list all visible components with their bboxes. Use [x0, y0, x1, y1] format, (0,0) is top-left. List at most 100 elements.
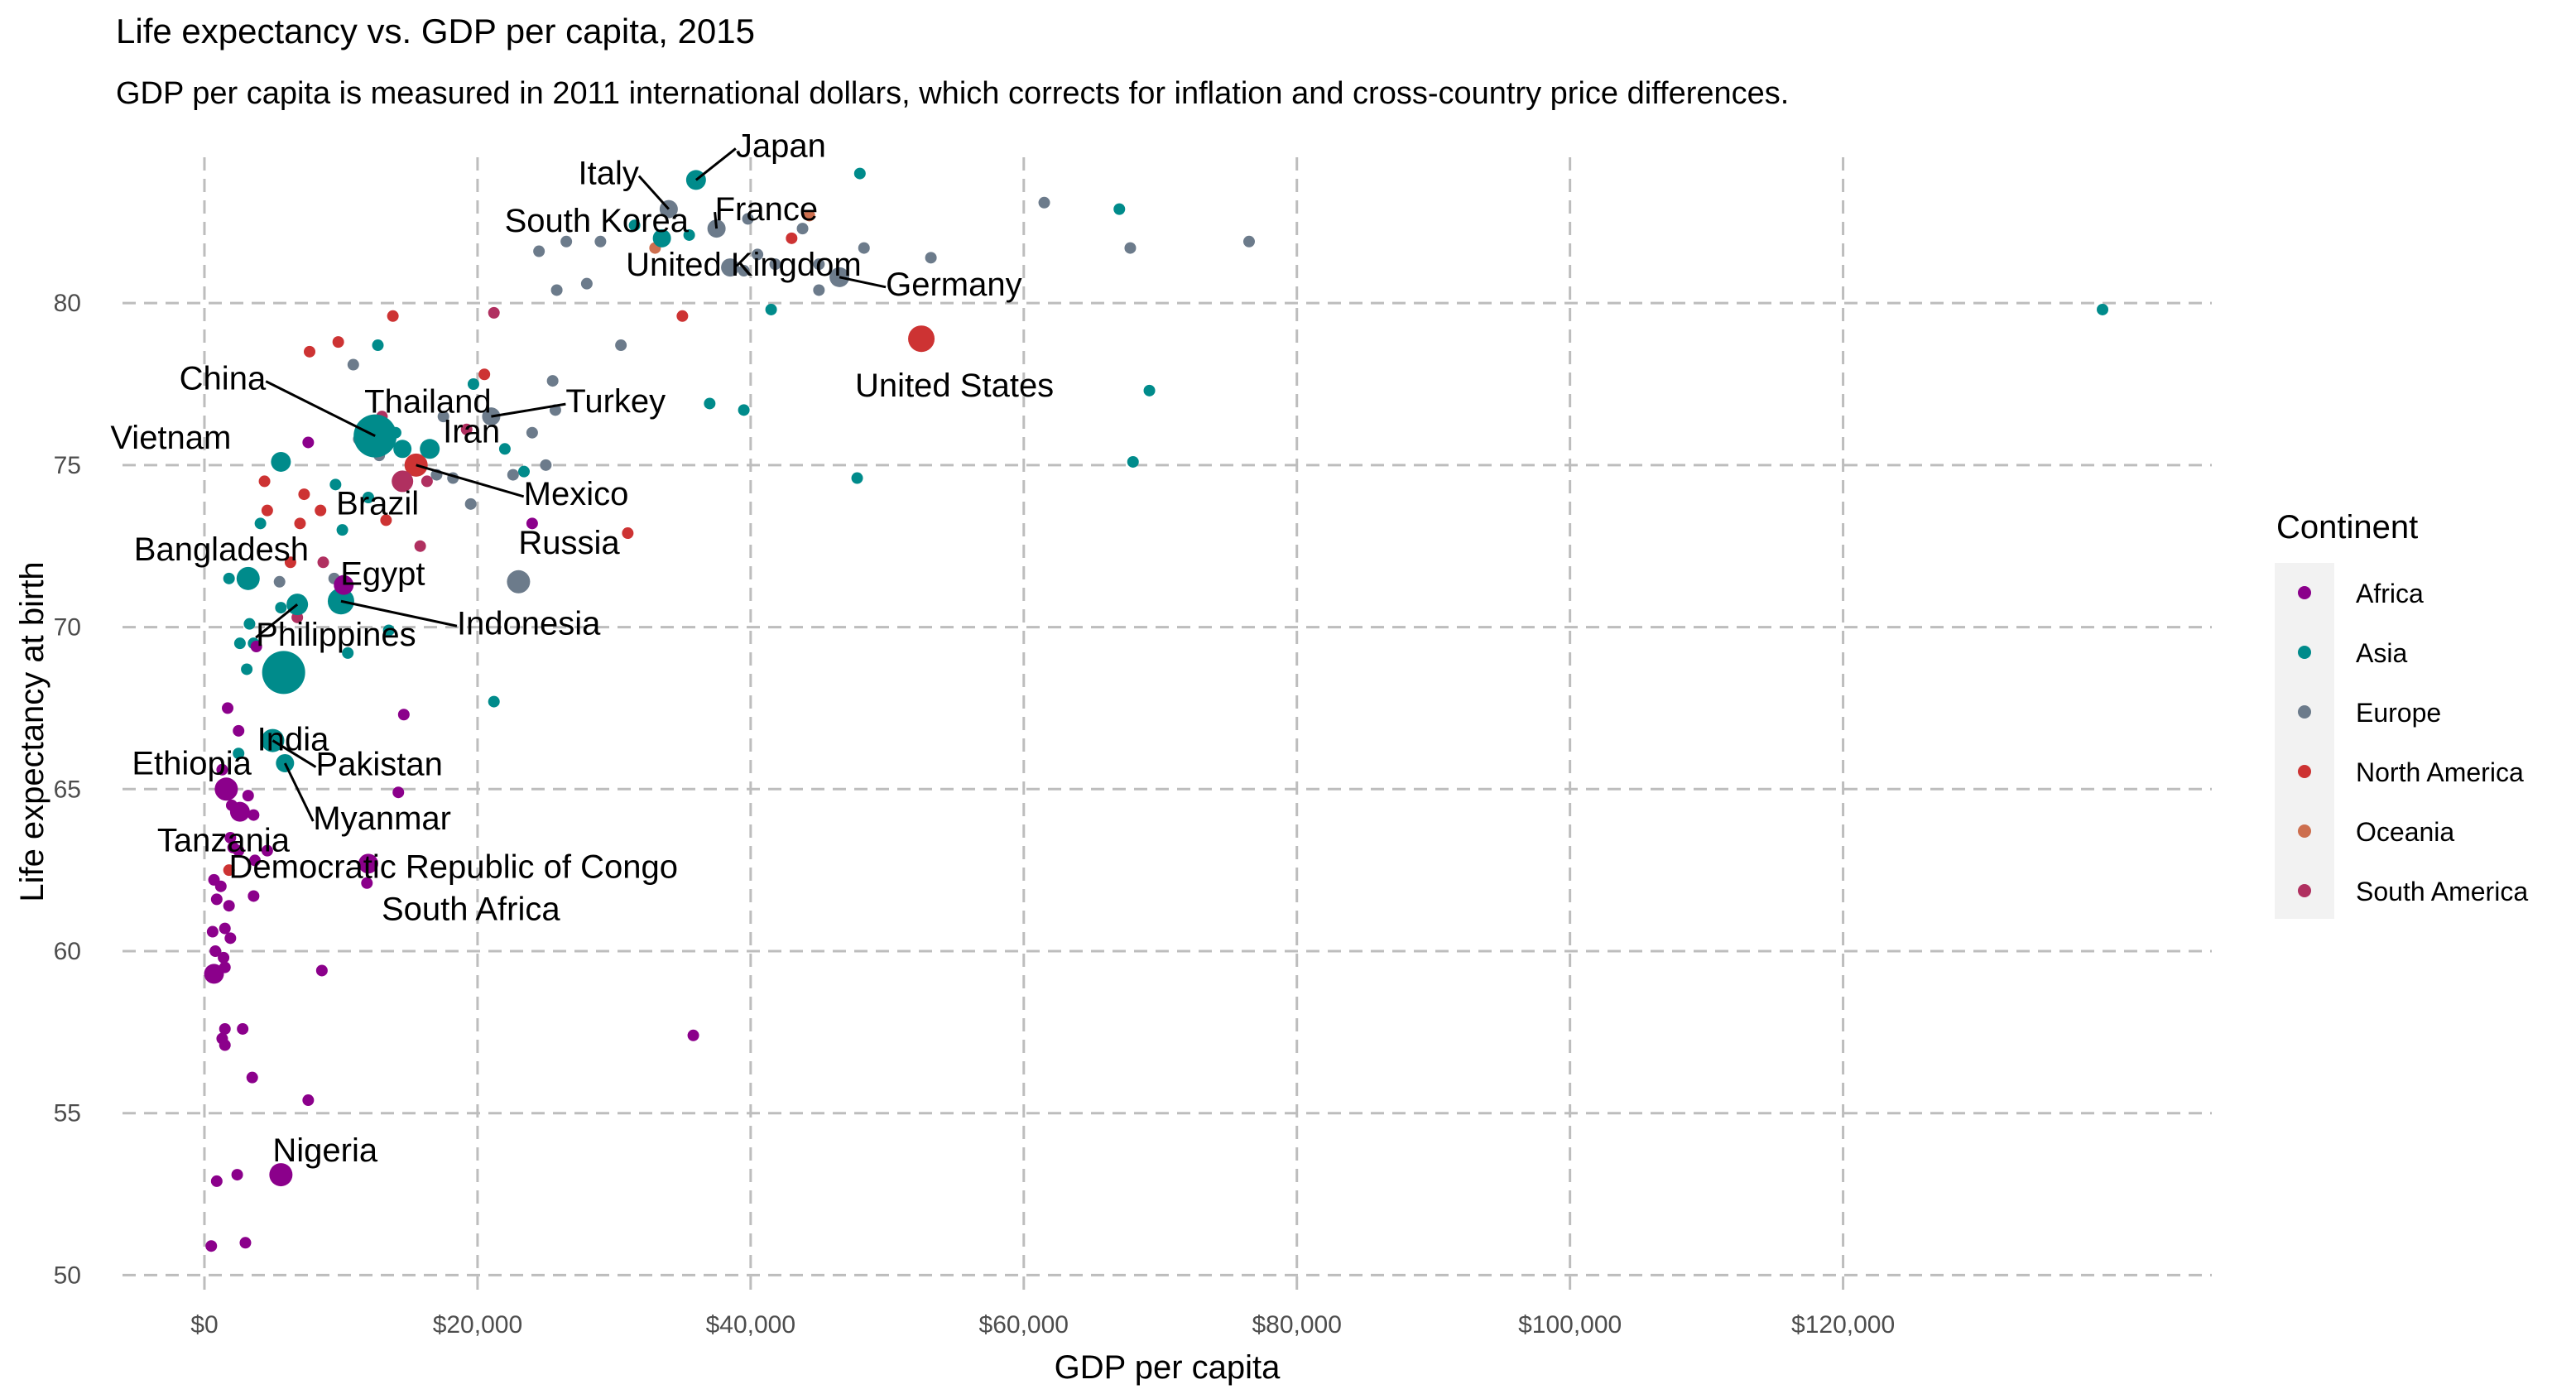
data-point	[315, 504, 327, 517]
label-leader-line	[637, 175, 670, 210]
data-point	[332, 336, 344, 348]
data-point	[546, 375, 559, 387]
data-point	[233, 844, 245, 857]
legend-swatch	[2298, 705, 2311, 719]
data-point	[302, 1094, 315, 1107]
chart-title: Life expectancy vs. GDP per capita, 2015	[116, 12, 755, 50]
data-point-labeled	[334, 574, 354, 595]
data-point	[284, 556, 296, 569]
label-leader-line	[416, 464, 525, 498]
data-point	[925, 252, 937, 264]
data-point	[298, 488, 310, 501]
data-point	[216, 763, 228, 776]
data-point	[742, 213, 754, 225]
data-point	[387, 310, 399, 322]
data-point-labeled	[269, 1163, 293, 1187]
data-point	[1124, 242, 1137, 254]
data-point	[813, 284, 825, 296]
point-label: Russia	[518, 525, 620, 561]
data-point-labeled	[236, 566, 260, 590]
data-point	[533, 245, 545, 257]
data-point	[219, 922, 231, 935]
data-point	[223, 572, 235, 584]
data-point	[1143, 384, 1156, 397]
y-tick-label: 55	[54, 1100, 81, 1127]
data-point	[317, 556, 329, 569]
legend-entry: Asia	[2356, 638, 2407, 668]
data-point	[526, 517, 538, 530]
label-leader-line	[839, 276, 887, 289]
point-label: Brazil	[336, 485, 419, 522]
data-point	[550, 284, 563, 296]
data-point	[243, 618, 256, 630]
data-point	[2097, 303, 2109, 315]
legend-swatch	[2298, 824, 2311, 838]
data-point	[231, 1169, 243, 1181]
point-label: Ethiopia	[132, 745, 252, 781]
data-point	[233, 637, 246, 650]
data-point	[224, 832, 237, 844]
data-point	[205, 1240, 218, 1252]
data-point	[223, 900, 235, 912]
data-point	[302, 436, 315, 449]
data-point	[342, 647, 354, 659]
data-point	[1242, 235, 1255, 248]
data-point	[210, 893, 223, 906]
y-tick-label: 80	[54, 290, 81, 317]
x-tick-label: $80,000	[1252, 1311, 1341, 1339]
label-leader-line	[265, 380, 376, 437]
data-point	[488, 695, 500, 708]
data-point	[233, 724, 245, 737]
data-point	[421, 475, 433, 488]
data-point	[237, 1022, 249, 1035]
data-point	[628, 219, 641, 232]
point-label: Turkey	[565, 383, 666, 420]
label-leader-line	[272, 739, 317, 768]
data-point	[248, 890, 260, 902]
data-point	[380, 514, 392, 526]
data-point	[858, 242, 870, 254]
x-tick-label: $40,000	[706, 1311, 795, 1339]
y-tick-label: 70	[54, 614, 81, 642]
label-leader-line	[694, 147, 737, 181]
data-point	[488, 306, 500, 319]
data-point	[254, 517, 267, 530]
data-point	[687, 1029, 699, 1041]
data-point-labeled	[214, 777, 238, 801]
data-point-labeled	[271, 451, 291, 472]
point-label: Myanmar	[313, 800, 451, 837]
legend: Continent Africa Asia Europe North America O…	[2275, 509, 2528, 919]
y-tick-label: 75	[54, 452, 81, 479]
point-label: Thailand	[364, 383, 491, 420]
grid-lines	[123, 157, 2212, 1291]
legend-swatch	[2298, 586, 2311, 599]
data-point	[239, 1237, 252, 1249]
data-point	[219, 1022, 231, 1035]
y-axis-title: Life expectancy at birth	[14, 561, 50, 901]
data-point	[206, 925, 219, 938]
point-label: South Korea	[505, 203, 690, 239]
point-label: Egypt	[340, 556, 425, 593]
legend-entry: North America	[2356, 757, 2524, 787]
data-point	[738, 404, 750, 416]
data-point-labeled	[908, 325, 935, 353]
data-point	[294, 517, 306, 530]
point-label: Vietnam	[110, 420, 231, 456]
legend-swatch	[2298, 765, 2311, 778]
point-label: Italy	[579, 156, 639, 192]
data-point	[676, 310, 689, 322]
data-point-labeled	[358, 853, 378, 874]
data-point	[246, 1071, 258, 1084]
y-tick-label: 60	[54, 938, 81, 965]
data-point	[498, 443, 511, 455]
data-point	[796, 223, 809, 235]
legend-title: Continent	[2276, 509, 2418, 546]
data-point	[241, 663, 253, 675]
data-point-labeled	[393, 440, 412, 459]
legend-swatch	[2298, 884, 2311, 897]
point-label: India	[257, 721, 329, 757]
x-tick-label: $60,000	[979, 1311, 1069, 1339]
data-point-labeled	[721, 258, 740, 277]
point-label: Nigeria	[272, 1132, 377, 1169]
point-label: Philippines	[256, 617, 416, 653]
